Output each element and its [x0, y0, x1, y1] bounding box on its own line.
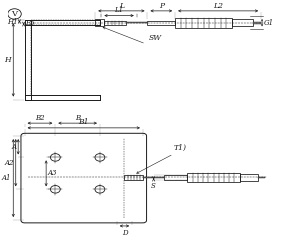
Bar [175, 18, 232, 28]
Text: H: H [4, 56, 11, 64]
Bar [104, 21, 126, 25]
Text: A1: A1 [1, 174, 11, 182]
Bar [95, 19, 104, 26]
Text: B5: B5 [25, 19, 35, 27]
Text: G1: G1 [264, 19, 274, 27]
Text: L2: L2 [213, 2, 223, 10]
Text: B: B [75, 114, 80, 122]
Text: D: D [122, 229, 127, 237]
Text: L1: L1 [115, 7, 124, 15]
Text: V: V [12, 10, 17, 18]
Bar [258, 177, 265, 178]
Text: L: L [119, 2, 124, 10]
Text: S: S [151, 182, 156, 190]
Bar [164, 175, 187, 180]
Bar [148, 21, 175, 25]
Text: A: A [12, 143, 17, 151]
Text: SW: SW [149, 34, 162, 42]
Text: H1: H1 [8, 17, 18, 25]
Bar [143, 177, 164, 178]
Text: A3: A3 [48, 169, 57, 177]
Bar [232, 19, 253, 26]
Text: A2: A2 [5, 159, 15, 167]
Text: B2: B2 [35, 114, 45, 122]
Text: P: P [159, 2, 164, 10]
Text: T1): T1) [174, 144, 187, 151]
Bar [187, 173, 239, 182]
Bar [253, 22, 261, 24]
Bar [125, 175, 143, 180]
Bar [126, 22, 148, 23]
Text: B1: B1 [79, 118, 89, 127]
Bar [239, 174, 258, 181]
